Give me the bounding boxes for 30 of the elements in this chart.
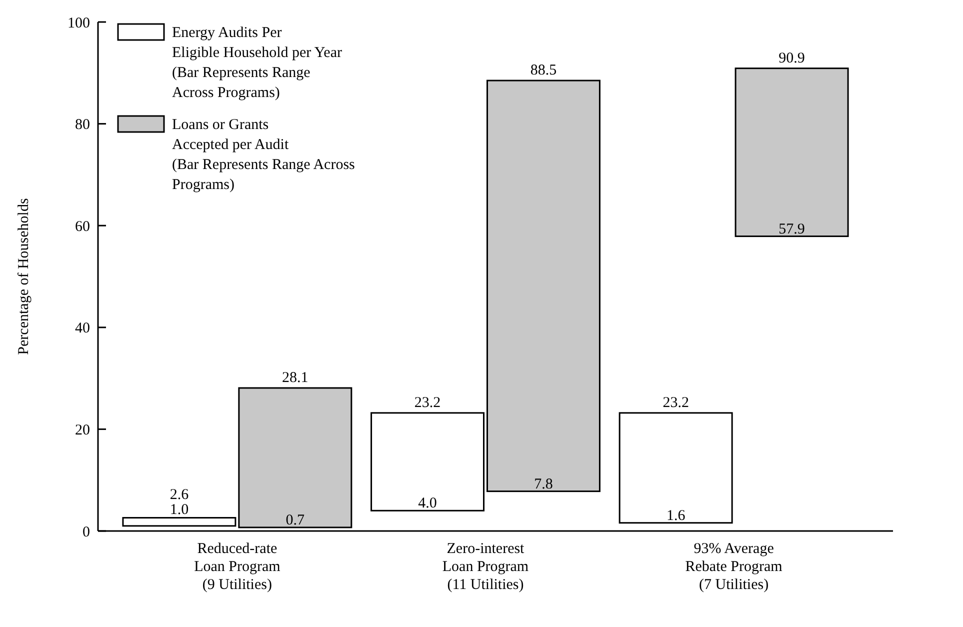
y-tick-label: 60 [75,218,90,235]
annotation: 1.0 [170,502,189,518]
legend-label: Loans or Grants Accepted per Audit (Bar Represents Range Across Programs) [172,117,356,193]
annotation: 23.2 [662,394,689,411]
bar [618,412,733,524]
y-tick-label: 100 [68,15,90,32]
x-tick-label: 93% Average Rebate Program (7 Utilities) [685,541,783,593]
bar [734,68,849,238]
x-tick-label: Zero-interest Loan Program (11 Utilities) [442,541,529,593]
y-tick-label: 0 [82,524,90,540]
y-tick-label: 80 [75,117,90,134]
bar [238,387,352,528]
annotation: 2.6 [170,486,190,503]
annotation: 7.8 [534,476,553,492]
annotation: 88.5 [530,62,557,79]
bar [486,80,600,492]
annotation: 23.2 [414,394,441,411]
x-tick-label: Reduced-rate Loan Program (9 Utilities) [194,541,281,593]
y-tick-label: 40 [75,320,90,337]
bar [370,412,485,512]
annotation: 4.0 [418,496,437,512]
y-tick-label: 20 [75,422,90,438]
annotation: 90.9 [778,50,805,66]
annotation: 0.7 [286,512,306,528]
annotation: 28.1 [282,370,308,386]
annotation: 57.9 [778,221,805,238]
bar [122,517,236,527]
y-axis-title: Percentage of Households [16,198,32,355]
annotation: 1.6 [666,508,686,524]
legend-label: Energy Audits Per Eligible Household per Year (Bar Represents Range Across Programs) [172,25,342,101]
